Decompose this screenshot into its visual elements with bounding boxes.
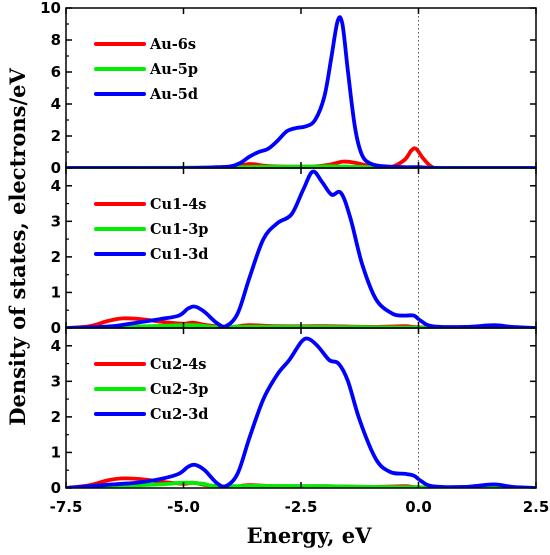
y-tick-label: 3	[51, 212, 61, 230]
y-tick-label: 3	[51, 372, 61, 390]
legend-label: Au-5d	[149, 86, 198, 103]
y-tick-label: 0	[51, 479, 61, 497]
legend-label: Au-6s	[149, 36, 196, 53]
panel-3: 0 1 2 3 4 Cu2-4s Cu2-3p Cu2-3d	[51, 327, 537, 497]
legend-label: Cu2-3p	[150, 381, 208, 398]
y-tick-label: 4	[51, 337, 61, 355]
y-tick-label: 2	[51, 248, 61, 266]
x-tick-label: -2.5	[285, 498, 318, 516]
series-line-Cu1-3d	[66, 169, 536, 328]
legend-label: Cu2-3d	[150, 406, 208, 423]
x-tick-label: 2.5	[523, 498, 550, 516]
legend: Au-6s Au-5p Au-5d	[94, 36, 198, 103]
panel-1: 0 2 4 6 8 10 Au-6s Au-5p Au-5d	[40, 0, 537, 177]
y-tick-label: 0	[51, 319, 61, 337]
y-tick-label: 4	[51, 177, 61, 195]
legend: Cu2-4s Cu2-3p Cu2-3d	[94, 356, 208, 423]
legend-label: Cu1-3p	[150, 221, 208, 238]
y-tick-label: 4	[51, 95, 61, 113]
legend-label: Cu2-4s	[150, 356, 206, 373]
y-axis-title: Density of states, electrons/eV	[5, 68, 30, 426]
y-tick-label: 0	[51, 159, 61, 177]
series-group	[66, 169, 536, 328]
y-tick-label: 6	[51, 63, 61, 81]
plot-panels: 0246810Au-6sAu-5pAu-5d01234Cu1-4sCu1-3pC…	[40, 0, 537, 497]
panel-2: 0 1 2 3 4 Cu1-4s Cu1-3p Cu1-3d	[51, 167, 537, 337]
legend: Cu1-4s Cu1-3p Cu1-3d	[94, 196, 208, 263]
x-tick-label: -7.5	[50, 498, 83, 516]
y-tick-label: 2	[51, 127, 61, 145]
y-tick-label: 1	[51, 443, 61, 461]
y-tick-label: 10	[40, 0, 61, 17]
series-line-Au-5d	[66, 15, 536, 168]
x-tick-label: -5.0	[167, 498, 200, 516]
series-group	[66, 336, 536, 488]
legend-label: Au-5p	[149, 61, 198, 78]
x-tick-label: 0.0	[405, 498, 432, 516]
x-axis: -7.5 -5.0 -2.5 0.0 2.5	[50, 498, 550, 516]
y-tick-label: 2	[51, 408, 61, 426]
legend-label: Cu1-3d	[150, 246, 208, 263]
y-tick-label: 1	[51, 283, 61, 301]
x-axis-title: Energy, eV	[247, 523, 373, 548]
y-tick-label: 8	[51, 31, 61, 49]
series-line-Cu2-3d	[66, 336, 536, 488]
panel-frame	[65, 327, 537, 489]
legend-label: Cu1-4s	[150, 196, 206, 213]
panel-frame	[65, 7, 537, 169]
